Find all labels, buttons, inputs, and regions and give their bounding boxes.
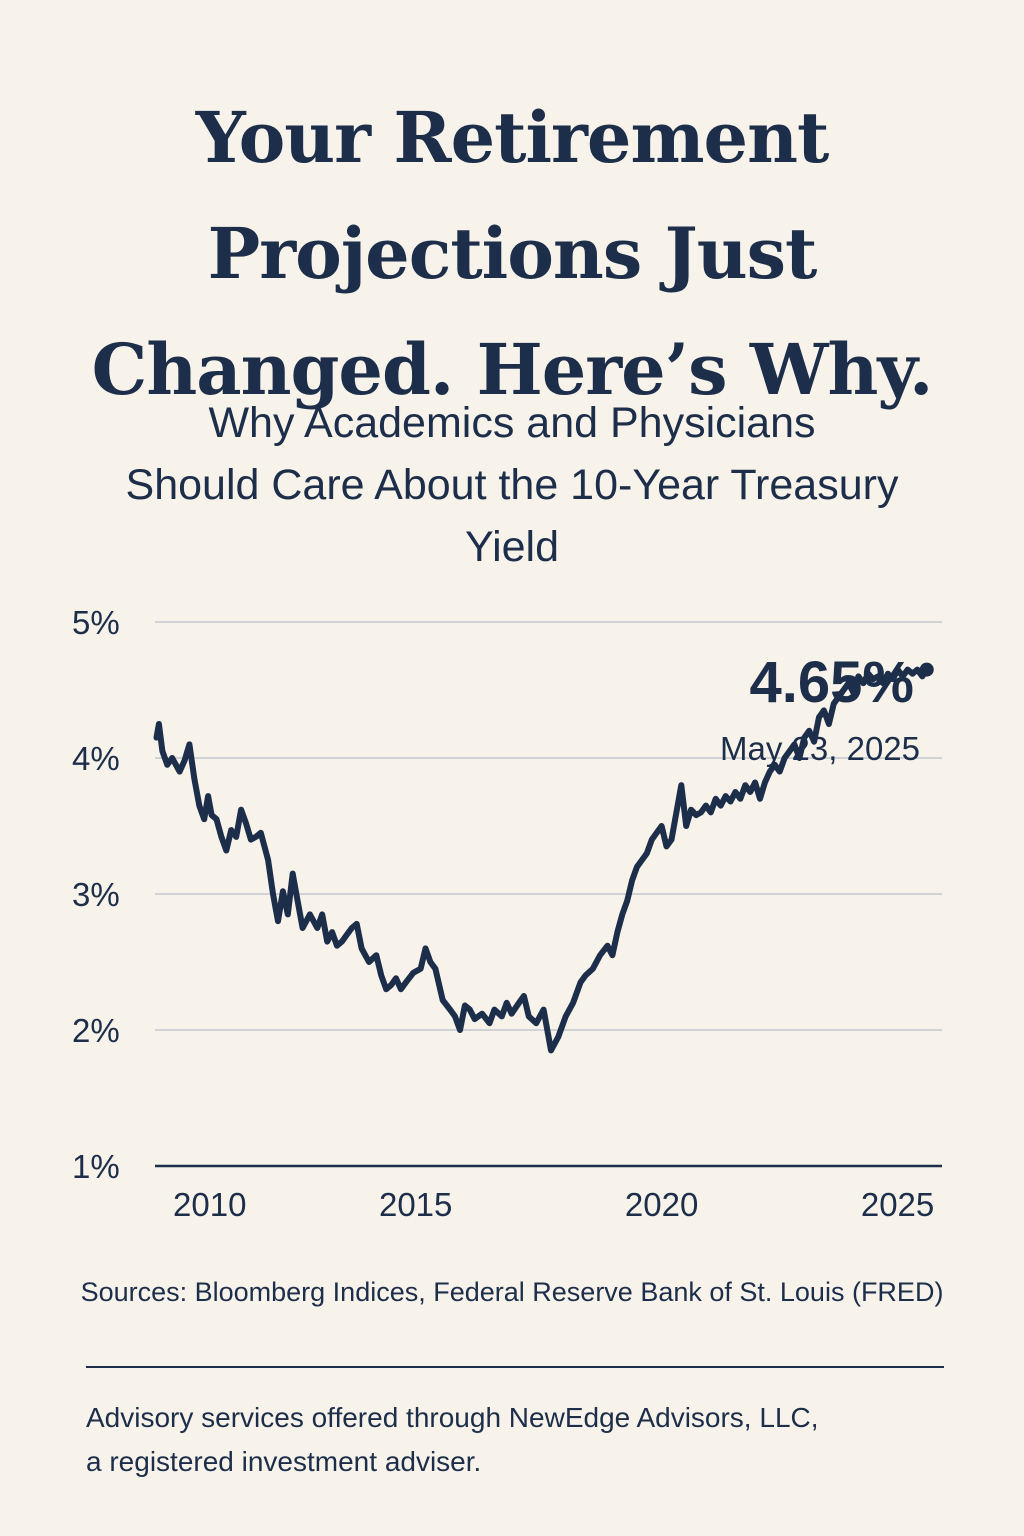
x-tick-label: 2025	[861, 1186, 934, 1223]
page-subtitle-line: Should Care About the 10-Year Treasury	[125, 461, 899, 509]
yield-line	[153, 666, 930, 1054]
y-tick-label: 5%	[72, 604, 120, 641]
page-title-line: Your Retirement	[195, 96, 830, 179]
page-subtitle-line: Why Academics and Physicians	[208, 399, 816, 447]
x-tick-label: 2020	[625, 1186, 698, 1223]
page-subtitle-line: Yield	[464, 523, 560, 571]
sources-note: Sources: Bloomberg Indices, Federal Rese…	[80, 1277, 944, 1307]
latest-date-label: May 23, 2025	[720, 730, 920, 767]
disclaimer-line: Advisory services offered through NewEdg…	[86, 1402, 819, 1433]
x-tick-label: 2015	[379, 1186, 452, 1223]
yield-chart: 5% 4% 3% 2% 1% 2010 2015 2020 2025 4.65% May 23, 2…	[0, 590, 1024, 1240]
page-title-line: Changed. Here’s Why.	[91, 328, 934, 411]
latest-point	[919, 662, 934, 677]
y-tick-label: 4%	[72, 740, 120, 777]
page-title: Your Retirement Projections Just Changed…	[40, 80, 984, 428]
disclaimer-line: a registered investment adviser.	[86, 1446, 482, 1477]
x-tick-label: 2010	[173, 1186, 246, 1223]
y-tick-label: 3%	[72, 876, 120, 913]
disclaimer: Advisory services offered through NewEdg…	[86, 1396, 944, 1484]
yield-chart-svg: 5% 4% 3% 2% 1% 2010 2015 2020 2025 4.65% May 23, 2…	[72, 604, 942, 1223]
latest-value-label: 4.65%	[750, 650, 914, 715]
y-tick-label: 2%	[72, 1012, 120, 1049]
page-title-line: Projections Just	[207, 212, 818, 295]
page-subtitle: Why Academics and Physicians Should Care…	[40, 392, 984, 578]
y-tick-label: 1%	[72, 1148, 120, 1185]
footer-divider	[86, 1366, 944, 1368]
